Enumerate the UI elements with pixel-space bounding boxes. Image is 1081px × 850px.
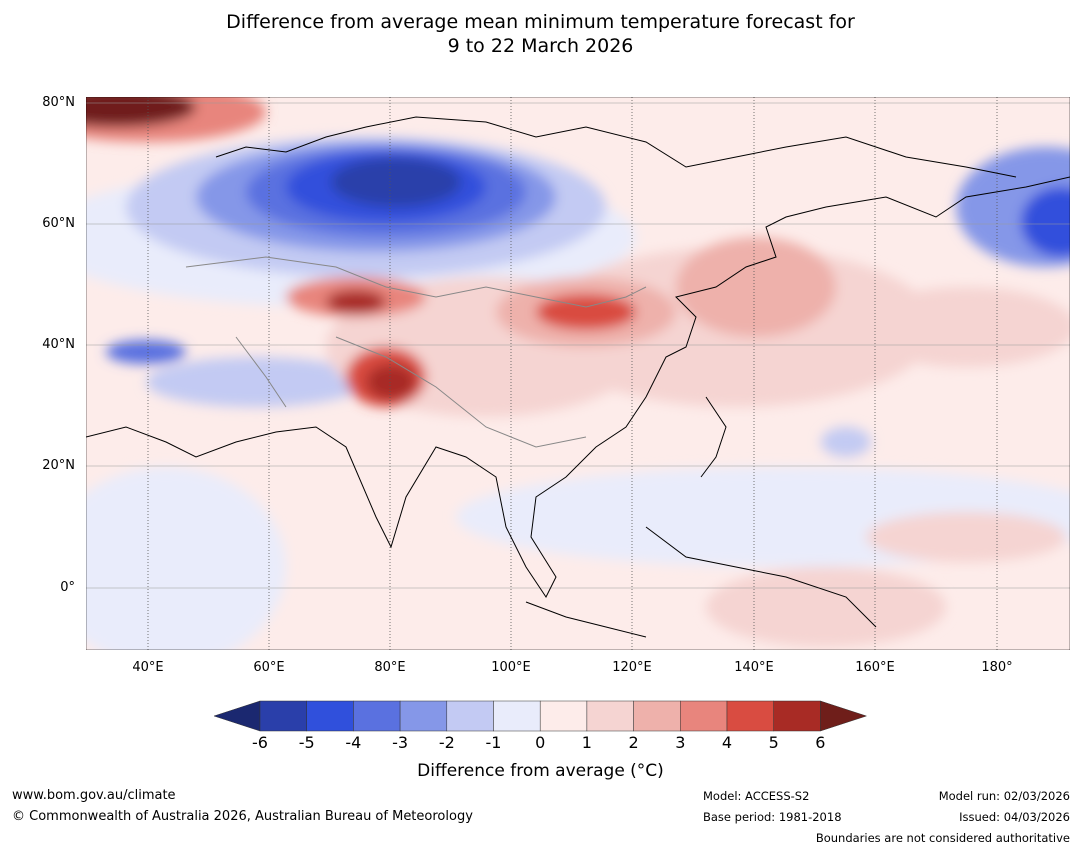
graticule [147, 97, 998, 650]
colorbar-label: Difference from average (°C) [417, 761, 664, 781]
map-title-line2: 9 to 22 March 2026 [447, 35, 634, 57]
colorbar-bin [353, 700, 401, 732]
lon-label: 80°E [374, 660, 406, 675]
disclaimer-text: Boundaries are not considered authoritat… [815, 831, 1070, 845]
colorbar-tick-label: 1 [581, 733, 592, 752]
colorbar-tick-label: 2 [628, 733, 639, 752]
colorbar-tick-label: -5 [298, 733, 315, 752]
lon-label: 60°E [253, 660, 285, 675]
lon-label: 180° [981, 660, 1013, 675]
colorbar-extend-low [214, 700, 261, 732]
lon-label: 120°E [612, 660, 652, 675]
lat-label: 60°N [42, 216, 75, 231]
country-borders [185, 256, 647, 448]
website-link[interactable]: www.bom.gov.au/climate [12, 788, 176, 803]
colorbar-bin [633, 700, 681, 732]
lon-label: 40°E [132, 660, 164, 675]
colorbar-tick-label: -2 [438, 733, 455, 752]
model-run-text: Model run: 02/03/2026 [938, 789, 1070, 803]
map-title-line1: Difference from average mean minimum tem… [226, 11, 855, 33]
lat-label: 40°N [42, 337, 75, 352]
colorbar-tick-label: 3 [675, 733, 686, 752]
latitude-lines [86, 102, 1070, 589]
colorbar-bin [586, 700, 634, 732]
lat-label: 80°N [42, 95, 75, 110]
anomaly-map [86, 97, 1070, 650]
lon-label: 140°E [734, 660, 774, 675]
issued-text: Issued: 04/03/2026 [959, 810, 1070, 824]
colorbar-bin [726, 700, 774, 732]
colorbar-tick-label: 4 [721, 733, 733, 752]
coastlines [86, 116, 1070, 638]
colorbar-bin [446, 700, 494, 732]
colorbar-bin [680, 700, 728, 732]
lat-label: 0° [60, 580, 75, 595]
colorbar-bin [306, 700, 354, 732]
colorbar-bin [493, 700, 541, 732]
lon-label: 160°E [855, 660, 895, 675]
colorbar-bin [773, 700, 821, 732]
colorbar-tick-label: -3 [392, 733, 409, 752]
anomaly-fields [86, 97, 1070, 650]
colorbar-tick-label: -6 [252, 733, 268, 752]
lat-label: 20°N [42, 458, 75, 473]
colorbar-bin [399, 700, 448, 732]
colorbar-tick-label: 6 [815, 733, 826, 752]
base-period-text: Base period: 1981-2018 [703, 810, 842, 824]
model-text: Model: ACCESS-S2 [703, 789, 810, 803]
colorbar-extend-high [820, 700, 868, 732]
colorbar-tick-label: -1 [485, 733, 502, 752]
lon-label: 100°E [491, 660, 531, 675]
colorbar-tick-label: -4 [345, 733, 362, 752]
colorbar-bin [539, 700, 588, 732]
colorbar-tick-label: 0 [535, 733, 546, 752]
colorbar-bin [259, 700, 307, 732]
colorbar [214, 700, 868, 732]
colorbar-tick-label: 5 [768, 733, 779, 752]
copyright-text: © Commonwealth of Australia 2026, Austra… [12, 809, 473, 824]
